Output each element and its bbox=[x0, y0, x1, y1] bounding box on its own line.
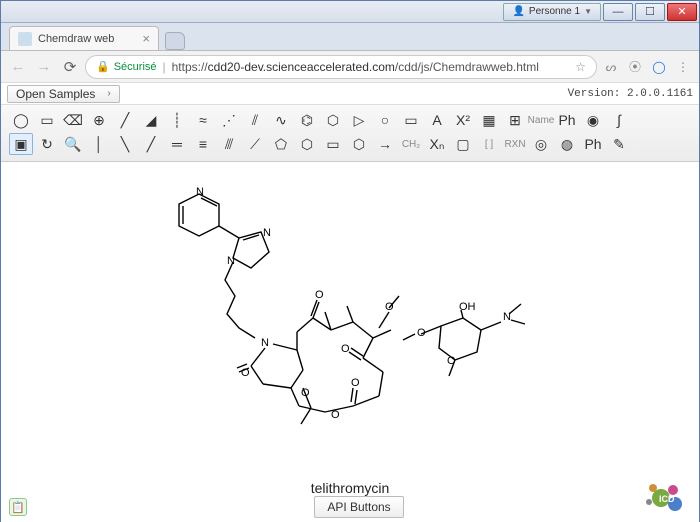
tool-square-tool[interactable]: ▭ bbox=[399, 109, 423, 131]
tool-curve-tool[interactable]: ∫ bbox=[607, 109, 631, 131]
profile-label: Personne 1 bbox=[529, 6, 580, 17]
tool-bond-5[interactable]: ≡ bbox=[191, 133, 215, 155]
tool-hexagon[interactable]: ⬡ bbox=[295, 133, 319, 155]
extension-icon-2[interactable]: ⦿ bbox=[625, 57, 645, 77]
tool-CH2[interactable]: CH₂ bbox=[399, 133, 423, 155]
tool-bond-dashed[interactable]: ┊ bbox=[165, 109, 189, 131]
secure-label: Sécurisé bbox=[114, 61, 157, 73]
bottom-bar: 📋 API Buttons bbox=[1, 493, 699, 521]
drawing-canvas[interactable]: N N N N O O O bbox=[1, 162, 699, 522]
tool-label-Ph2[interactable]: Ph bbox=[581, 133, 605, 155]
clipboard-icon[interactable]: 📋 bbox=[9, 498, 27, 516]
svg-text:O: O bbox=[315, 289, 324, 301]
tool-benzene[interactable]: ⌬ bbox=[295, 109, 319, 131]
tool-bond-hash[interactable]: ⋰ bbox=[217, 109, 241, 131]
tool-scribble[interactable]: ✎ bbox=[607, 133, 631, 155]
tool-frame[interactable]: ▢ bbox=[451, 133, 475, 155]
browser-tab[interactable]: Chemdraw web × bbox=[9, 26, 159, 50]
tool-bond-single[interactable]: ╱ bbox=[113, 109, 137, 131]
svg-text:N: N bbox=[263, 227, 271, 239]
chevron-right-icon: › bbox=[107, 88, 110, 99]
tool-shape-blob[interactable]: ◉ bbox=[581, 109, 605, 131]
molecule-structure: N N N N O O O bbox=[1, 162, 700, 502]
tool-RXN-Name[interactable]: RXN bbox=[503, 133, 527, 155]
tool-select-rect[interactable]: ▣ bbox=[9, 133, 33, 155]
svg-text:N: N bbox=[196, 186, 204, 198]
tool-bond-2[interactable]: ╲ bbox=[113, 133, 137, 155]
version-label: Version: 2.0.0.1161 bbox=[568, 88, 693, 100]
tab-title: Chemdraw web bbox=[38, 33, 114, 45]
tool-bond-1[interactable]: │ bbox=[87, 133, 111, 155]
person-icon: 👤 bbox=[512, 6, 524, 17]
tab-strip: Chemdraw web × bbox=[1, 23, 699, 51]
tab-close-icon[interactable]: × bbox=[142, 31, 150, 46]
maximize-button[interactable]: ☐ bbox=[635, 3, 665, 21]
tool-circle-tool[interactable]: ○ bbox=[373, 109, 397, 131]
profile-button[interactable]: 👤 Personne 1 ▼ bbox=[503, 3, 601, 21]
extension-icon-3[interactable]: ◯ bbox=[649, 57, 669, 77]
toolbar: ◯▭⌫⊕╱◢┊≈⋰⫽∿⌬⬡▷○▭AX²▦⊞NamePh◉∫ ▣↻🔍│╲╱═≡⫻⟋… bbox=[1, 105, 699, 162]
tool-bond-7[interactable]: ⟋ bbox=[243, 133, 267, 155]
tool-redo[interactable]: ↻ bbox=[35, 133, 59, 155]
tool-Xn[interactable]: Xₙ bbox=[425, 133, 449, 155]
open-samples-button[interactable]: Open Samples › bbox=[7, 85, 120, 103]
address-bar: ← → ⟳ 🔒 Sécurisé | https://cdd20-dev.sci… bbox=[1, 51, 699, 83]
tool-chain[interactable]: ∿ bbox=[269, 109, 293, 131]
tool-eraser[interactable]: ⌫ bbox=[61, 109, 85, 131]
tool-zoom-in[interactable]: ⊕ bbox=[87, 109, 111, 131]
logo-dot bbox=[649, 484, 657, 492]
tool-arrow-reaction[interactable]: ▷ bbox=[347, 109, 371, 131]
tool-ring-d[interactable]: ◍ bbox=[555, 133, 579, 155]
api-buttons-button[interactable]: API Buttons bbox=[314, 496, 403, 518]
tool-cyclohexane[interactable]: ⬡ bbox=[321, 109, 345, 131]
tool-label-Ph[interactable]: Ph bbox=[555, 109, 579, 131]
tool-zoom[interactable]: 🔍 bbox=[61, 133, 85, 155]
tool-bond-wedge[interactable]: ◢ bbox=[139, 109, 163, 131]
back-button[interactable]: ← bbox=[7, 56, 29, 78]
tool-hexagon2[interactable]: ⬡ bbox=[347, 133, 371, 155]
svg-text:N: N bbox=[261, 337, 269, 349]
forward-button[interactable]: → bbox=[33, 56, 55, 78]
tool-marquee[interactable]: ▭ bbox=[35, 109, 59, 131]
svg-text:O: O bbox=[351, 377, 360, 389]
new-tab-button[interactable] bbox=[165, 32, 185, 50]
tool-bracket-name[interactable]: Name bbox=[529, 109, 553, 131]
app-subbar: Open Samples › Version: 2.0.0.1161 bbox=[1, 83, 699, 105]
tool-chem-group[interactable]: ⊞ bbox=[503, 109, 527, 131]
chevron-down-icon: ▼ bbox=[584, 7, 592, 16]
tool-bond-4[interactable]: ═ bbox=[165, 133, 189, 155]
open-samples-label: Open Samples bbox=[16, 87, 95, 101]
bookmark-star-icon[interactable]: ☆ bbox=[575, 60, 586, 74]
favicon-icon bbox=[18, 32, 32, 46]
close-button[interactable]: ✕ bbox=[667, 3, 697, 21]
extension-icon-1[interactable]: ᔕ bbox=[601, 57, 621, 77]
tool-lasso[interactable]: ◯ bbox=[9, 109, 33, 131]
lock-icon: 🔒 Sécurisé bbox=[96, 60, 157, 73]
tool-bond-wavy[interactable]: ≈ bbox=[191, 109, 215, 131]
tool-table-tool[interactable]: ▦ bbox=[477, 109, 501, 131]
tool-bracket[interactable]: [ ] bbox=[477, 133, 501, 155]
reload-button[interactable]: ⟳ bbox=[59, 56, 81, 78]
separator: | bbox=[163, 60, 166, 74]
svg-text:O: O bbox=[341, 343, 350, 355]
tool-text-A[interactable]: A bbox=[425, 109, 449, 131]
url-text: https://cdd20-dev.scienceaccelerated.com… bbox=[172, 60, 539, 74]
tool-ring-c[interactable]: ◎ bbox=[529, 133, 553, 155]
window-titlebar: 👤 Personne 1 ▼ — ☐ ✕ bbox=[1, 1, 699, 23]
tool-rect[interactable]: ▭ bbox=[321, 133, 345, 155]
minimize-button[interactable]: — bbox=[603, 3, 633, 21]
tool-bond-multi[interactable]: ⫽ bbox=[243, 109, 267, 131]
omnibox[interactable]: 🔒 Sécurisé | https://cdd20-dev.scienceac… bbox=[85, 55, 597, 79]
logo-text: ICD bbox=[659, 494, 675, 504]
tool-bond-6[interactable]: ⫻ bbox=[217, 133, 241, 155]
tool-arrow[interactable]: → bbox=[373, 133, 397, 155]
tool-bond-3[interactable]: ╱ bbox=[139, 133, 163, 155]
tool-pentagon[interactable]: ⬠ bbox=[269, 133, 293, 155]
tool-superscript-X2[interactable]: X² bbox=[451, 109, 475, 131]
menu-icon[interactable]: ⋮ bbox=[673, 57, 693, 77]
